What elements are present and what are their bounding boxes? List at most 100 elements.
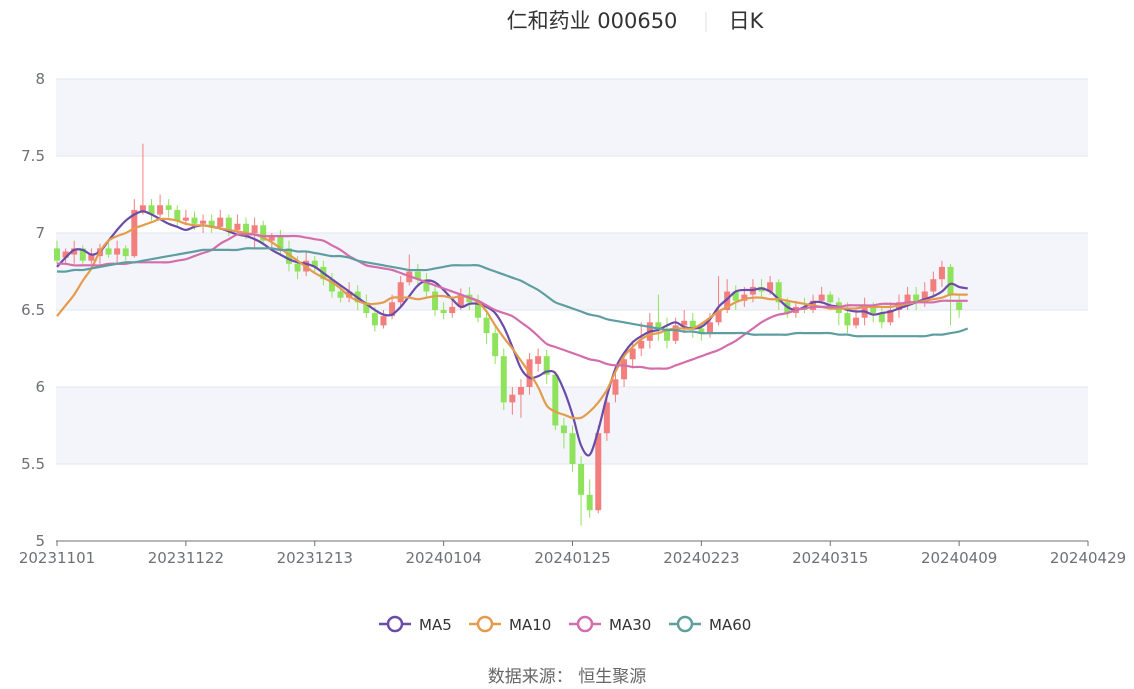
chart-period: 日K [729,9,765,33]
chart-title: 仁和药业 000650 [507,9,678,33]
candle-body [535,356,542,364]
candle-body [432,291,439,310]
y-tick-label: 8 [35,70,45,88]
candle-body [724,291,731,310]
candle-body [947,266,954,295]
candle-body [122,248,129,257]
candle-body [767,282,774,292]
ma-line-ma60 [56,247,969,338]
candle-body [706,322,713,334]
candle-body [182,217,189,221]
candle-body [921,291,928,303]
candle-body [191,217,198,224]
candle-body [844,313,851,326]
y-tick-label: 6.5 [21,301,45,319]
candle-body [440,310,447,314]
x-tick-label: 20231213 [277,549,353,567]
data-source: 数据来源： 恒生聚源 [488,667,646,687]
candle-body [268,236,275,241]
candle-body [689,320,696,329]
candle-body [260,225,267,241]
legend-marker [576,615,594,633]
candle-body [423,279,430,292]
candle-body [509,394,516,403]
candle-body [139,205,146,212]
candle-body [225,217,232,230]
candle-body [62,251,69,258]
legend-label: MA5 [419,616,452,634]
candle-body [114,248,121,255]
x-tick-label: 20240104 [405,549,481,567]
candle-body [337,291,344,298]
candle-body [328,279,335,292]
candle-body [148,205,155,215]
candle-body [543,356,550,375]
legend-marker [676,615,694,633]
candle-body [208,220,215,227]
candle-body [200,220,207,224]
moving-average-lines [56,210,969,457]
candle-body [165,205,172,210]
candle-body [741,294,748,301]
candle-body [71,248,78,255]
candle-body [234,223,241,230]
candle-body [672,325,679,341]
candle-body [930,279,937,292]
legend-marker [476,615,494,633]
candle-body [251,225,258,233]
candle-body [732,291,739,301]
legend-item-ma5[interactable]: MA5 [379,615,452,634]
candle-body [578,464,585,495]
candle-body [853,317,860,326]
candle-body [54,248,60,261]
candle-body [517,387,524,395]
x-tick-label: 20240409 [921,549,997,567]
candle-body [88,254,95,261]
candle-body [363,302,370,314]
x-tick-label: 20240223 [663,549,739,567]
candle-body [603,402,610,434]
x-axis: 20231101 20231122 20231213 20240104 20240125… [19,540,1126,567]
candle-body [277,236,284,249]
candle-body [638,340,645,349]
x-tick-label: 20231101 [19,549,95,567]
candle-body [818,294,825,301]
candle-body [449,306,456,314]
x-tick-label: 20240315 [792,549,868,567]
y-tick-label: 5.5 [21,455,45,473]
candle-body [595,433,602,511]
x-tick-label: 20231122 [148,549,224,567]
candle-body [569,433,576,464]
candle-body [371,313,378,326]
legend-item-ma10[interactable]: MA10 [469,615,551,634]
candle-body [500,356,507,403]
candle-body [870,306,877,314]
candle-body [612,379,619,395]
legend-marker [386,615,404,633]
candle-body [157,205,164,215]
legend-item-ma30[interactable]: MA30 [569,615,651,634]
candle-body [483,317,490,334]
ma-line-ma30 [56,233,968,370]
legend-item-ma60[interactable]: MA60 [669,615,751,634]
candle-body [904,294,911,303]
candle-body [174,209,181,221]
grid-band [56,79,1088,156]
candle-body [560,425,567,434]
candle-body [492,333,499,357]
legend[interactable]: MA5 MA10 MA30 MA60 [379,615,751,634]
legend-label: MA10 [509,616,551,634]
candle-body [217,217,224,227]
candle-body [887,310,894,323]
candle-body [938,266,945,280]
y-tick-label: 7 [35,224,45,242]
candle-body [457,294,464,307]
y-axis: 5 5.5 6 6.5 7 7.5 8 [21,70,45,550]
candle-body [285,248,292,264]
y-tick-label: 7.5 [21,147,45,165]
candle-body [655,322,662,329]
candle-body [346,291,353,298]
legend-label: MA30 [609,616,651,634]
candle-body [105,248,112,255]
candle-body [664,328,671,341]
